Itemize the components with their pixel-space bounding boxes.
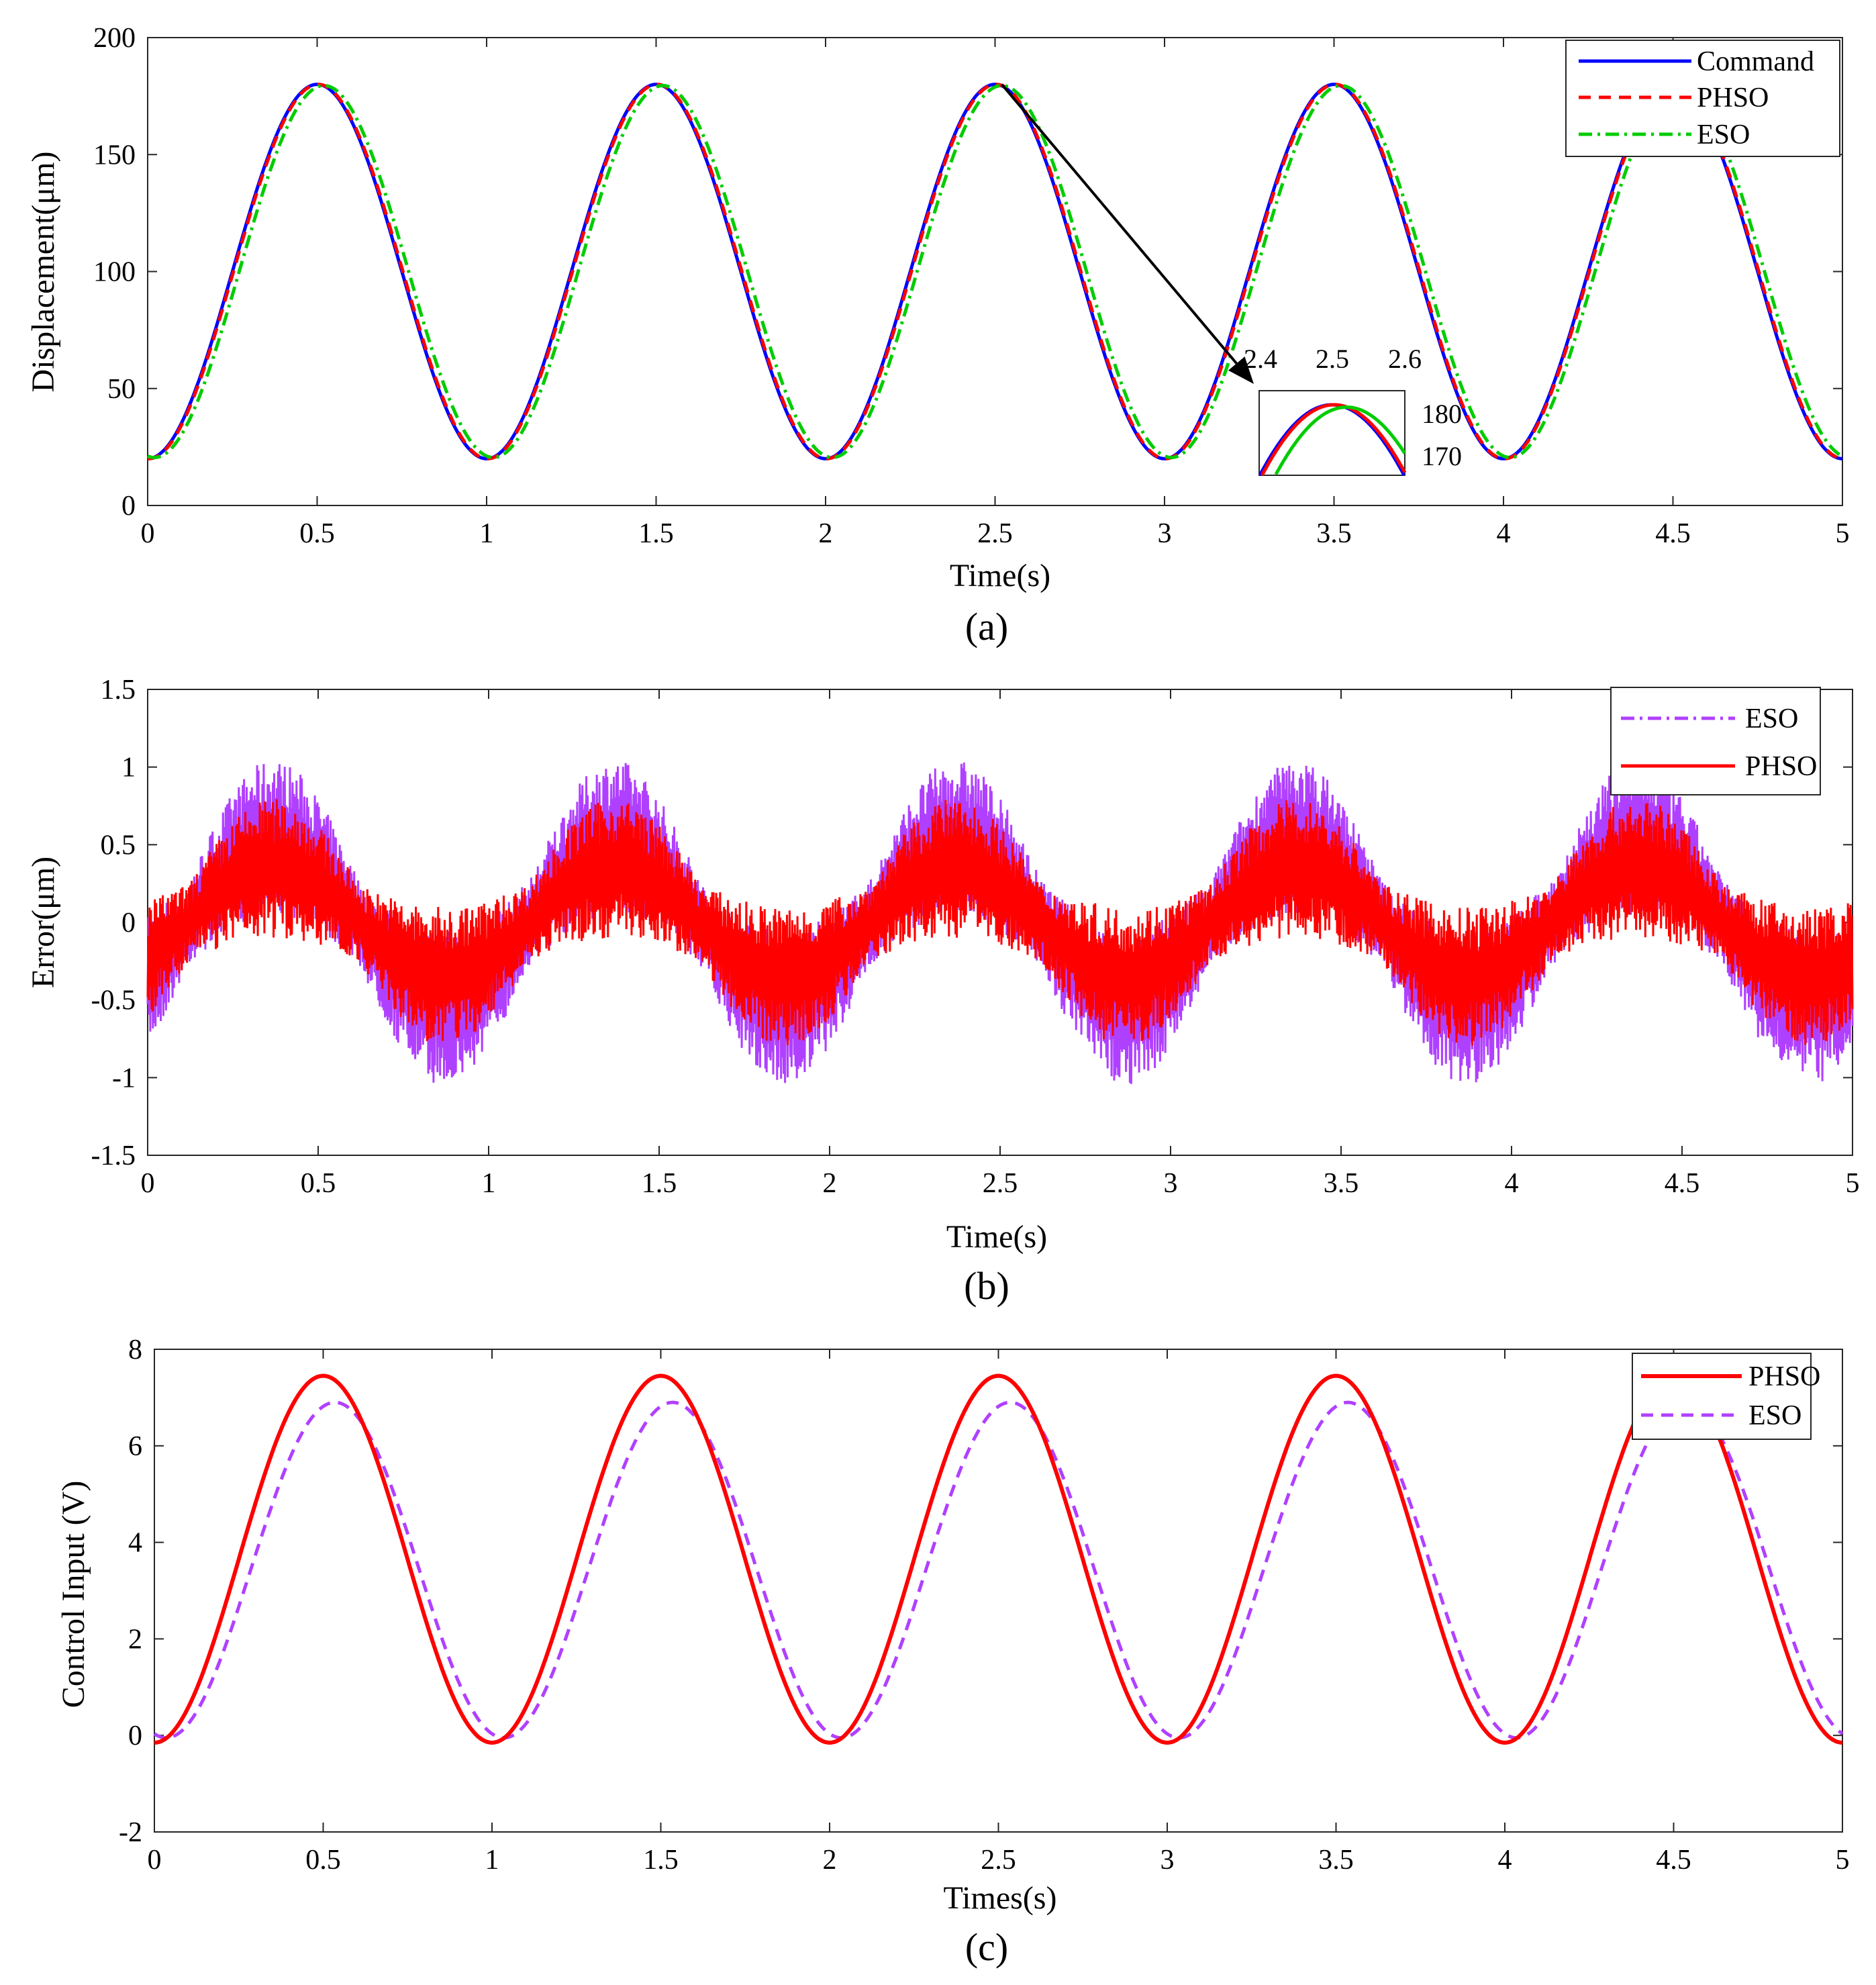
panel-a-xtick-label: 4 [1497,518,1511,549]
panel-a-legend: Command PHSO ESO [1565,40,1840,157]
panel-c-xtick-label: 2.5 [981,1845,1016,1876]
inset-ytick-label: 170 [1422,441,1462,471]
legend-box [1610,687,1821,795]
panel-a-xtick-label: 2.5 [977,518,1013,549]
panel-b-ytick-label: -0.5 [91,985,136,1016]
panel-c-ytick-label: 2 [128,1624,142,1655]
panel-c-xtick-label: 2 [823,1845,837,1876]
panel-c-xtick-label: 1 [485,1845,499,1876]
inset-series [1258,403,1407,477]
inset-ytick-label: 180 [1422,399,1462,429]
panel-c-axes [154,1349,1843,1833]
panel-c-ytick-label: 8 [128,1335,142,1365]
panel-b-xtick-label: 2.5 [983,1168,1018,1199]
panel-a-ytick-label: 200 [93,23,136,54]
panel-c-xtick-label: 0.5 [305,1845,341,1876]
inset-xtick-label: 2.6 [1388,344,1422,374]
panel-a-ytick-label: 100 [93,257,136,288]
panel-a-ylabel: Displacement(μm) [26,152,61,393]
panel-b-series [146,759,1854,1084]
legend-label-eso: ESO [1745,704,1798,734]
panel-c-ytick-label: 6 [128,1431,142,1462]
panel-b-xlabel: Time(s) [946,1219,1047,1255]
inset-series-eso [1274,405,1407,475]
panel-b-xtick-label: 2 [823,1168,837,1199]
panel-c-xtick-label: 3.5 [1318,1845,1354,1876]
legend-label-command: Command [1697,46,1814,77]
legend-label-eso: ESO [1697,119,1750,150]
legend-label-eso: ESO [1748,1400,1801,1431]
panel-a-xtick-label: 1 [480,518,494,549]
inset-xtick-label: 2.4 [1244,344,1277,374]
panel-b-ytick-label: 0.5 [101,830,136,861]
panel-c-xtick-label: 4.5 [1656,1845,1691,1876]
panel-c-xtick-label: 3 [1161,1845,1175,1876]
panel-b-xtick-label: 0 [141,1168,155,1199]
panel-b-xtick-label: 5 [1846,1168,1860,1199]
panel-b-caption: (b) [964,1264,1009,1308]
panel-c-xtick-label: 1.5 [643,1845,679,1876]
panel-b-xtick-label: 3.5 [1324,1168,1359,1199]
panel-a-xtick-label: 2 [819,518,833,549]
inset-xtick-label: 2.5 [1316,344,1349,374]
panel-a-xtick-label: 0.5 [299,518,335,549]
panel-a-caption: (a) [965,605,1008,648]
panel-b-legend: ESO PHSO [1610,687,1821,795]
zoom-arrow [1001,83,1238,365]
panel-b-ytick-label: 1.5 [101,675,136,706]
panel-a-xtick-label: 3.5 [1316,518,1352,549]
zoom-arrowhead [1228,356,1254,384]
series-eso [153,1400,1844,1740]
panel-c-ytick-label: -2 [119,1817,142,1848]
panel-a-ytick-label: 0 [121,491,136,522]
series-phso [154,1373,1843,1745]
panel-c-xtick-label: 4 [1498,1845,1512,1876]
panel-a-series [147,83,1844,461]
panel-c-ylabel: Control Input (V) [56,1481,91,1708]
panel-a-ytick-label: 150 [93,140,136,171]
panel-b-error-chart: 0 0.5 1 1.5 2 2.5 3 3.5 4 4.5 5-1.5-1-0.500.511.5 … [26,675,1860,1308]
panel-a-ytick-label: 50 [107,374,136,405]
legend-label-phso: PHSO [1745,751,1817,782]
series-eso [147,83,1844,460]
panel-c-series [153,1373,1844,1745]
panel-c-xtick-label: 5 [1836,1845,1850,1876]
legend-box [1632,1353,1812,1440]
panel-c-caption: (c) [965,1925,1008,1969]
panel-b-xtick-label: 1 [482,1168,496,1199]
panel-c-ytick-label: 0 [128,1721,142,1751]
legend-label-phso: PHSO [1697,83,1769,113]
panel-a-xtick-label: 5 [1836,518,1850,549]
panel-b-ylabel: Error(μm) [26,857,61,988]
panel-a-xlabel: Time(s) [950,558,1050,593]
panel-b-xtick-label: 0.5 [301,1168,336,1199]
series-phso [146,799,1854,1046]
panel-b-ytick-label: 0 [121,908,136,938]
panel-a-xtick-label: 4.5 [1655,518,1691,549]
panel-b-xtick-label: 1.5 [642,1168,677,1199]
panel-a-xtick-label: 3 [1158,518,1172,549]
panel-c-legend: PHSO ESO [1632,1353,1820,1440]
legend-label-phso: PHSO [1748,1361,1820,1392]
panel-a-xtick-label: 0 [141,518,155,549]
panel-b-ytick-label: -1 [112,1063,136,1094]
series-phso [148,83,1843,461]
panel-c-xlabel: Times(s) [944,1880,1057,1916]
panel-a-inset: 2.4 2.5 2.6 180 170 [1001,83,1462,477]
panel-b-xtick-label: 3 [1164,1168,1178,1199]
panel-c-xtick-label: 0 [148,1845,162,1876]
panel-b-ytick-label: -1.5 [91,1141,136,1171]
panel-b-ytick-label: 1 [121,753,136,783]
panel-b-xtick-label: 4 [1505,1168,1519,1199]
panel-b-ticks: 0 0.5 1 1.5 2 2.5 3 3.5 4 4.5 5 -1.5 -1 -0.5 0 0.5 1 1.5 [91,675,1860,1199]
inset-series-phso [1261,403,1407,477]
panel-b-xtick-label: 4.5 [1665,1168,1700,1199]
panel-c-ytick-label: 4 [128,1528,142,1559]
panel-a-xtick-label: 1.5 [638,518,674,549]
